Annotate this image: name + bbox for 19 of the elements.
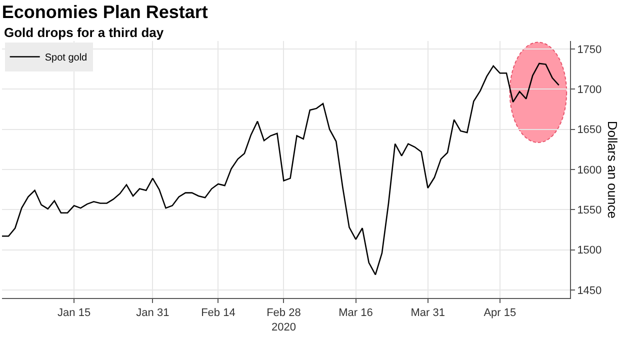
y-tick-label: 1500 — [577, 244, 602, 257]
x-tick-label: Apr 15 — [484, 307, 516, 320]
x-tick-label: Feb 14 — [201, 307, 236, 320]
y-tick-label: 1750 — [577, 44, 602, 56]
chart-subtitle: Gold drops for a third day — [4, 25, 164, 40]
y-tick-label: 1650 — [577, 124, 602, 136]
x-tick-label: Mar 16 — [338, 307, 373, 320]
y-tick-label: 1600 — [577, 164, 602, 176]
y-tick-label: 1550 — [577, 204, 602, 217]
legend-label: Spot gold — [44, 52, 88, 64]
x-tick-label: Jan 15 — [58, 307, 91, 320]
chart-title: Economies Plan Restart — [2, 2, 208, 22]
y-axis-title: Dollars an ounce — [605, 120, 620, 218]
y-tick-label: 1450 — [577, 284, 602, 297]
y-tick-label: 1700 — [577, 84, 602, 96]
x-tick-label: Jan 31 — [136, 307, 170, 320]
x-tick-label: Mar 31 — [410, 307, 445, 320]
x-tick-label: Feb 28 2020 — [266, 307, 301, 334]
line-series — [2, 62, 560, 276]
